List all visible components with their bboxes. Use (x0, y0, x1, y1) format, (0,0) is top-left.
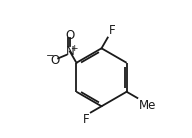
Text: −: − (46, 51, 55, 61)
Text: N: N (65, 45, 74, 58)
Text: O: O (50, 54, 59, 67)
Text: +: + (70, 44, 78, 53)
Text: O: O (65, 29, 74, 42)
Text: F: F (83, 113, 89, 126)
Text: Me: Me (139, 99, 156, 112)
Text: F: F (109, 24, 116, 37)
